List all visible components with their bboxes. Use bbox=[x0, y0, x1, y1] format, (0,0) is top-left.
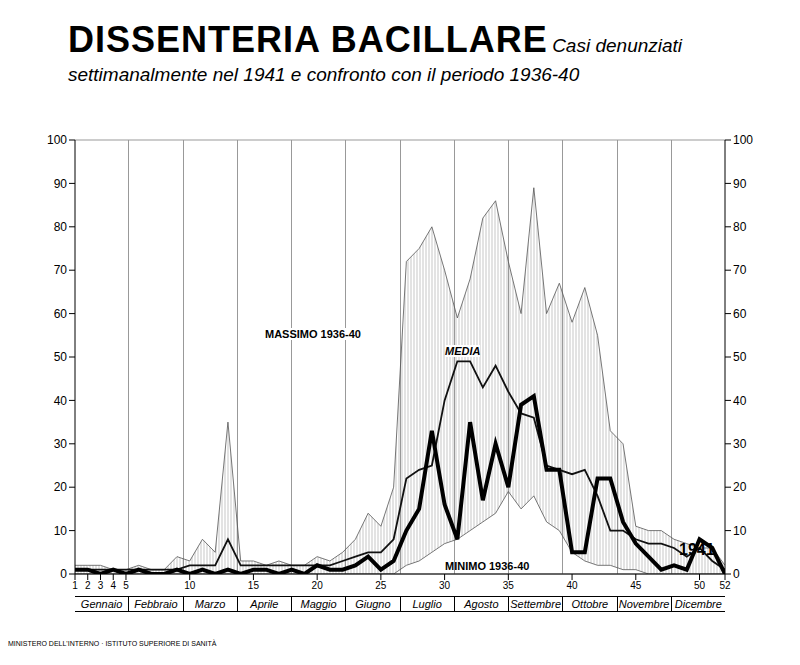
svg-text:100: 100 bbox=[47, 133, 67, 147]
svg-text:60: 60 bbox=[733, 307, 747, 321]
svg-text:20: 20 bbox=[54, 480, 68, 494]
svg-text:0: 0 bbox=[60, 567, 67, 581]
svg-text:70: 70 bbox=[54, 263, 68, 277]
svg-text:2: 2 bbox=[85, 580, 91, 591]
svg-text:30: 30 bbox=[733, 437, 747, 451]
svg-text:50: 50 bbox=[694, 580, 706, 591]
html-text:MINIMO 1936-40: MINIMO 1936-40 bbox=[445, 560, 530, 572]
svg-text:5: 5 bbox=[123, 580, 129, 591]
svg-text:10: 10 bbox=[733, 524, 747, 538]
svg-text:60: 60 bbox=[54, 307, 68, 321]
svg-text:30: 30 bbox=[439, 580, 451, 591]
svg-text:70: 70 bbox=[733, 263, 747, 277]
svg-text:80: 80 bbox=[733, 220, 747, 234]
svg-text:10: 10 bbox=[54, 524, 68, 538]
svg-text:40: 40 bbox=[566, 580, 578, 591]
html-text:Febbraio: Febbraio bbox=[134, 598, 178, 610]
svg-text:80: 80 bbox=[54, 220, 68, 234]
html-text:Ottobre: Ottobre bbox=[571, 598, 609, 610]
svg-text:25: 25 bbox=[375, 580, 387, 591]
html-text:Aprile: Aprile bbox=[250, 598, 279, 610]
html-text:1941: 1941 bbox=[679, 541, 715, 558]
html-text:Agosto: Agosto bbox=[464, 598, 499, 610]
svg-text:50: 50 bbox=[54, 350, 68, 364]
html-text:Settembre: Settembre bbox=[510, 598, 561, 610]
svg-text:3: 3 bbox=[98, 580, 104, 591]
svg-text:20: 20 bbox=[733, 480, 747, 494]
html-text:Luglio: Luglio bbox=[412, 598, 442, 610]
html-text:Giugno: Giugno bbox=[355, 598, 391, 610]
svg-text:100: 100 bbox=[733, 133, 753, 147]
svg-text:90: 90 bbox=[733, 177, 747, 191]
html-text:MASSIMO 1936-40: MASSIMO 1936-40 bbox=[265, 328, 361, 340]
html-text:Maggio: Maggio bbox=[300, 598, 337, 610]
svg-text:15: 15 bbox=[248, 580, 260, 591]
html-text:Gennaio: Gennaio bbox=[80, 598, 123, 610]
html-text:Novembre Dicembre: Novembre Dicembre bbox=[618, 598, 722, 610]
svg-text:50: 50 bbox=[733, 350, 747, 364]
svg-text:4: 4 bbox=[110, 580, 116, 591]
svg-text:35: 35 bbox=[503, 580, 515, 591]
svg-text:90: 90 bbox=[54, 177, 68, 191]
svg-text:20: 20 bbox=[312, 580, 324, 591]
svg-text:1: 1 bbox=[72, 580, 78, 591]
svg-text:40: 40 bbox=[733, 394, 747, 408]
html-text:MEDIA: MEDIA bbox=[445, 345, 481, 357]
svg-text:40: 40 bbox=[54, 394, 68, 408]
svg-text:45: 45 bbox=[630, 580, 642, 591]
svg-text:0: 0 bbox=[733, 567, 740, 581]
html-text:DISSENTERIA BACILLARECasi denu: DISSENTERIA BACILLARECasi denunziati set… bbox=[68, 19, 683, 85]
html-text:Marzo: Marzo bbox=[194, 598, 226, 610]
svg-text:52: 52 bbox=[719, 580, 731, 591]
html-text:MINISTERO DELL'INTERNO · ISTIT: MINISTERO DELL'INTERNO · ISTITUTO SUPERI… bbox=[8, 640, 217, 647]
svg-text:10: 10 bbox=[184, 580, 196, 591]
svg-text:30: 30 bbox=[54, 437, 68, 451]
